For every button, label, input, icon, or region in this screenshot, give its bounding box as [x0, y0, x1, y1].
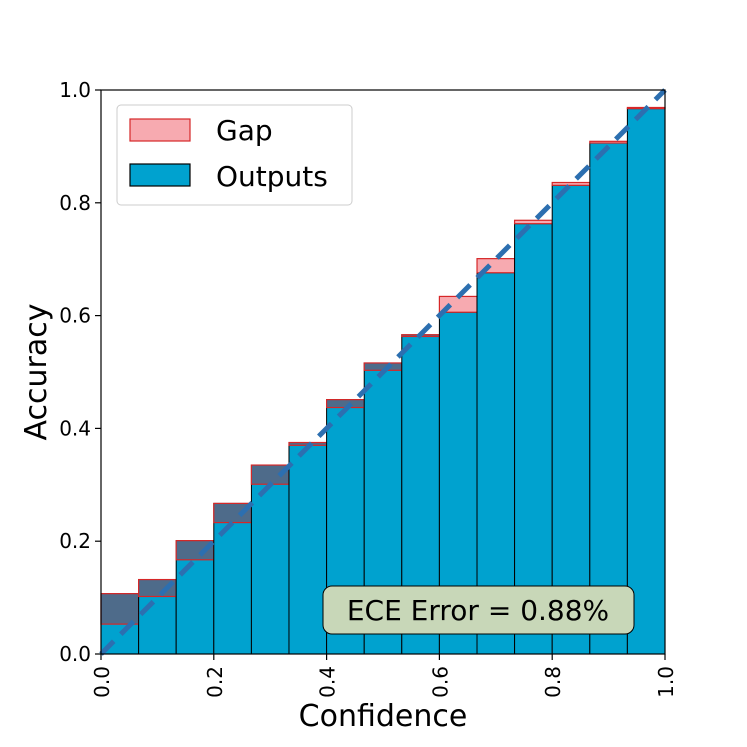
gap-bar — [513, 219, 553, 225]
y-tick-label: 0.2 — [59, 529, 91, 553]
x-tick-label: 0.6 — [428, 666, 452, 698]
x-tick-label: 0.8 — [541, 666, 565, 698]
x-axis: 0.0 0.2 0.4 0.6 0.8 1.0 — [90, 654, 678, 698]
output-bar — [589, 142, 628, 655]
output-bar — [626, 108, 666, 655]
y-axis: 0.0 0.2 0.4 0.6 0.8 1.0 — [59, 78, 101, 666]
y-tick-label: 0.8 — [59, 191, 91, 215]
ece-annotation-text: ECE Error = 0.88% — [347, 594, 609, 627]
y-tick-label: 1.0 — [59, 78, 91, 102]
ece-annotation: ECE Error = 0.88% — [322, 585, 635, 635]
plot-frame — [100, 89, 666, 655]
gap-bar — [551, 181, 591, 186]
y-axis-label: Accuracy — [19, 304, 54, 441]
legend-gap-swatch — [129, 118, 191, 142]
output-bar — [288, 442, 328, 655]
gap-bar — [100, 593, 140, 625]
output-bar — [551, 184, 591, 655]
y-tick-label: 0.6 — [59, 304, 91, 328]
x-tick-label: 0.0 — [90, 666, 114, 698]
output-bar — [250, 464, 290, 655]
output-bar — [514, 223, 553, 655]
legend: Gap Outputs — [116, 104, 353, 206]
x-tick-label: 0.2 — [203, 666, 227, 698]
perfect-calibration-line — [99, 88, 667, 656]
x-tick-label: 0.4 — [316, 666, 340, 698]
y-tick-label: 0.4 — [59, 416, 91, 440]
x-tick-label: 1.0 — [654, 666, 678, 698]
legend-gap-label: Gap — [216, 114, 273, 147]
ece-annotation-box — [322, 585, 635, 635]
x-axis-label: Confidence — [299, 699, 468, 734]
legend-outputs-swatch — [129, 163, 191, 187]
gap-bar — [589, 140, 628, 144]
y-tick-label: 0.0 — [59, 642, 91, 666]
output-bar — [213, 502, 252, 655]
legend-outputs-label: Outputs — [216, 160, 328, 193]
